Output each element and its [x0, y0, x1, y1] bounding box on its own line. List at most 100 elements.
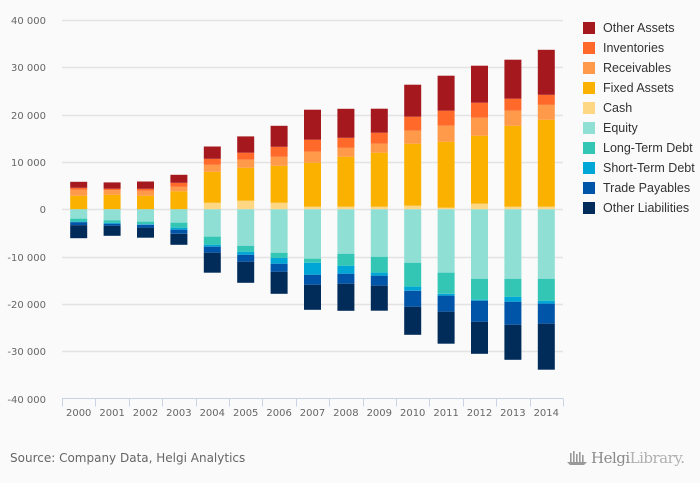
- bar-inventories: [404, 116, 422, 131]
- bar-short-term-debt: [370, 272, 388, 276]
- bar-cash: [504, 206, 522, 210]
- bar-inventories: [170, 182, 188, 187]
- legend-item[interactable]: Equity: [583, 118, 695, 138]
- legend-label: Trade Payables: [603, 181, 691, 195]
- bar-trade-payables: [304, 274, 321, 285]
- bar-receivables: [304, 151, 321, 163]
- bar-inventories: [137, 188, 154, 191]
- y-tick-label: -40 000: [7, 395, 46, 406]
- bar-long-term-debt: [270, 252, 288, 258]
- bar-trade-payables: [337, 273, 355, 284]
- bar-other-assets: [170, 174, 188, 183]
- bar-fixed-assets: [437, 141, 455, 208]
- bar-other-liabilities: [404, 306, 422, 335]
- x-axis: 2000 2001 2002 2003 2004 2005 2006 2007 2008 2009…: [62, 398, 564, 419]
- y-tick-label: -10 000: [7, 253, 46, 264]
- bar-other-assets: [237, 136, 255, 153]
- bar-fixed-assets: [237, 167, 255, 201]
- legend-item[interactable]: Receivables: [583, 58, 695, 78]
- bar-inventories: [471, 102, 488, 118]
- y-tick-label: -20 000: [7, 300, 46, 311]
- legend-swatch: [583, 62, 595, 74]
- x-tick-label: 2009: [367, 408, 392, 419]
- bar-receivables: [471, 117, 488, 136]
- legend-swatch: [583, 202, 595, 214]
- bar-long-term-debt: [70, 218, 88, 222]
- legend-label: Equity: [603, 121, 638, 135]
- bar-equity: [304, 209, 321, 259]
- legend-label: Cash: [603, 101, 633, 115]
- bar-fixed-assets: [537, 119, 555, 207]
- bar-long-term-debt: [404, 262, 422, 287]
- bar-receivables: [370, 143, 388, 153]
- bar-receivables: [103, 190, 121, 195]
- x-tick-label: 2002: [133, 408, 158, 419]
- bar-cash: [404, 205, 422, 210]
- bar-fixed-assets: [471, 135, 488, 204]
- bar-other-assets: [337, 108, 355, 138]
- legend-item[interactable]: Inventories: [583, 38, 695, 58]
- bar-inventories: [304, 139, 321, 152]
- bar-trade-payables: [237, 254, 255, 262]
- bar-long-term-debt: [103, 220, 121, 223]
- bar-equity: [137, 209, 154, 222]
- bar-trade-payables: [203, 246, 221, 253]
- bar-other-liabilities: [537, 323, 555, 370]
- x-tick-label: 2010: [400, 408, 425, 419]
- legend-swatch: [583, 22, 595, 34]
- bar-trade-payables: [437, 295, 455, 312]
- bar-cash: [471, 203, 488, 210]
- balance-sheet-chart: 40 000 30 000 20 000 10 000 0 -10 000 -20 000 -…: [7, 16, 564, 419]
- bar-receivables: [70, 189, 88, 196]
- bar-fixed-assets: [170, 191, 188, 210]
- bar-fixed-assets: [304, 162, 321, 207]
- bar-other-assets: [304, 109, 321, 140]
- bar-equity: [70, 209, 88, 219]
- bar-other-assets: [137, 181, 154, 189]
- x-tick-label: 2003: [166, 408, 191, 419]
- legend-label: Fixed Assets: [603, 81, 674, 95]
- bar-inventories: [537, 94, 555, 105]
- bar-cash: [370, 206, 388, 210]
- bar-fixed-assets: [337, 156, 355, 207]
- bar-cash: [537, 206, 555, 210]
- legend-swatch: [583, 102, 595, 114]
- bar-other-liabilities: [437, 311, 455, 344]
- bar-other-assets: [471, 65, 488, 103]
- bar-fixed-assets: [370, 152, 388, 207]
- bar-short-term-debt: [437, 293, 455, 296]
- bar-other-assets: [70, 181, 88, 188]
- legend-item[interactable]: Fixed Assets: [583, 78, 695, 98]
- legend-item[interactable]: Cash: [583, 98, 695, 118]
- legend-item[interactable]: Short-Term Debt: [583, 158, 695, 178]
- bar-other-liabilities: [304, 284, 321, 310]
- bar-short-term-debt: [537, 300, 555, 304]
- y-tick-label: 40 000: [11, 16, 46, 27]
- legend-item[interactable]: Other Assets: [583, 18, 695, 38]
- y-axis: 40 000 30 000 20 000 10 000 0 -10 000 -20 000 -…: [7, 16, 46, 406]
- bar-other-liabilities: [137, 227, 154, 238]
- bar-long-term-debt: [304, 258, 321, 263]
- bar-other-assets: [270, 125, 288, 147]
- legend-label: Short-Term Debt: [603, 161, 695, 175]
- legend-item[interactable]: Other Liabilities: [583, 198, 695, 218]
- bar-cash: [237, 200, 255, 210]
- y-tick-label: 10 000: [11, 158, 46, 169]
- bar-short-term-debt: [304, 262, 321, 275]
- bar-fixed-assets: [270, 165, 288, 203]
- bar-other-liabilities: [270, 271, 288, 294]
- bar-short-term-debt: [404, 286, 422, 291]
- bar-fixed-assets: [137, 195, 154, 210]
- bar-cash: [203, 202, 221, 210]
- y-tick-label: -30 000: [7, 347, 46, 358]
- helgi-library-logo[interactable]: HelgiLibrary.: [567, 449, 685, 467]
- legend-item[interactable]: Trade Payables: [583, 178, 695, 198]
- bar-short-term-debt: [70, 221, 88, 223]
- legend-item[interactable]: Long-Term Debt: [583, 138, 695, 158]
- bar-inventories: [270, 146, 288, 157]
- legend-swatch: [583, 122, 595, 134]
- bar-short-term-debt: [270, 257, 288, 264]
- bar-inventories: [370, 132, 388, 144]
- bar-receivables: [137, 190, 154, 196]
- legend-swatch: [583, 162, 595, 174]
